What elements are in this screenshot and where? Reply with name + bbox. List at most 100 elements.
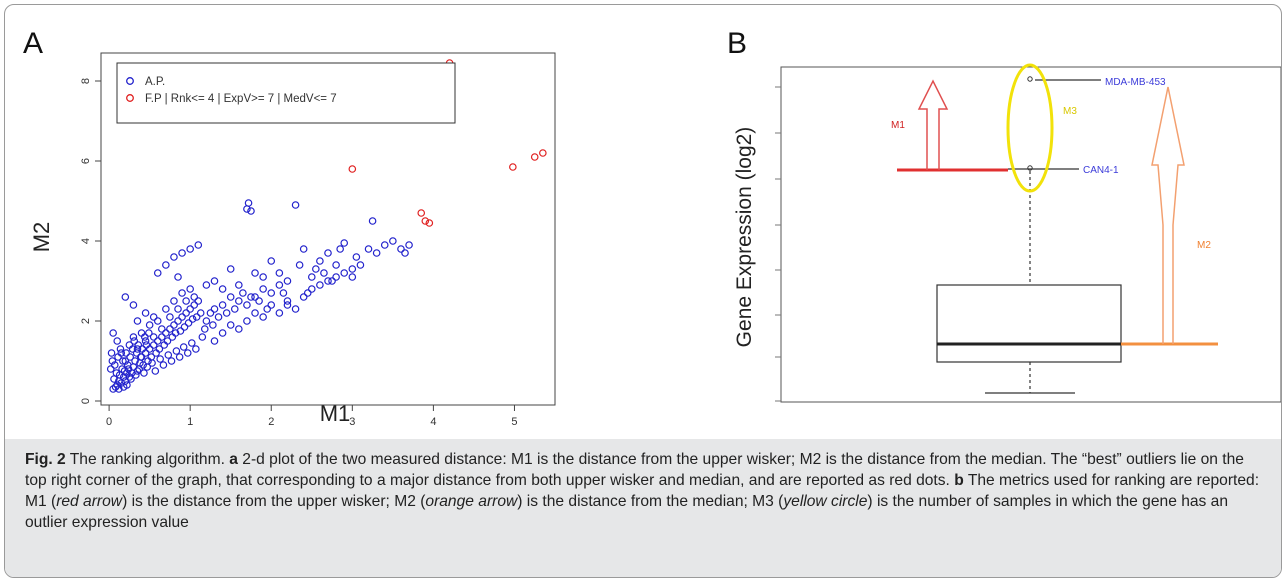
ap-point <box>133 345 142 353</box>
ap-point <box>113 337 122 345</box>
label-can4-1: CAN4-1 <box>1083 165 1119 176</box>
ap-point <box>123 381 131 389</box>
ap-point <box>188 339 196 347</box>
ap-point <box>263 305 271 313</box>
ap-point <box>226 321 235 329</box>
ap-point <box>149 313 158 321</box>
ap-point <box>178 289 186 297</box>
ap-point <box>180 323 189 331</box>
y-tick-label: 2 <box>80 318 92 324</box>
ap-point <box>283 301 292 309</box>
ap-point <box>209 321 217 329</box>
ap-point <box>186 285 194 293</box>
ap-point <box>226 265 235 273</box>
ap-point <box>291 305 300 313</box>
ap-point <box>113 381 122 389</box>
ap-point <box>230 305 239 313</box>
ap-point <box>107 349 116 357</box>
ap-point <box>192 345 200 353</box>
fp-point <box>425 219 434 227</box>
ap-point <box>202 281 211 289</box>
ap-point <box>186 245 194 253</box>
ap-point <box>218 301 227 309</box>
ap-point <box>167 357 176 365</box>
ap-point <box>140 369 148 377</box>
ap-point <box>171 329 180 337</box>
ap-point <box>243 317 251 325</box>
ap-point <box>158 325 166 333</box>
scatter-legend: A.P. F.P | Rnk<= 4 | ExpV>= 7 | MedV<= 7 <box>116 62 456 124</box>
ap-point <box>307 285 316 293</box>
caption-b-text-1: The metrics used for ranking are reporte… <box>25 472 1260 510</box>
ap-point <box>291 201 300 209</box>
fp-point <box>509 163 517 171</box>
ap-point <box>267 289 276 297</box>
caption-b-text-3: ) is the distance from the median; M3 ( <box>517 493 784 510</box>
figure-caption: Fig. 2 The ranking algorithm. a 2-d plot… <box>25 449 1265 533</box>
m3-circle <box>1006 63 1054 193</box>
ap-point <box>235 297 243 305</box>
ap-point <box>259 273 267 281</box>
ap-point <box>275 269 284 277</box>
y-tick-label: 6 <box>80 158 92 164</box>
ap-point <box>124 365 133 373</box>
ap-point <box>159 361 168 369</box>
ap-point <box>131 357 139 365</box>
ap-point <box>139 361 147 369</box>
ap-point <box>153 337 162 345</box>
ap-point <box>136 353 145 361</box>
ap-point <box>194 297 203 305</box>
ap-point <box>316 257 324 265</box>
ap-point <box>125 373 134 381</box>
ap-point <box>235 325 243 333</box>
ap-point <box>182 297 190 305</box>
caption-band: Fig. 2 The ranking algorithm. a 2-d plot… <box>5 439 1281 577</box>
ap-point <box>340 269 349 277</box>
ap-point <box>348 273 357 281</box>
ap-point <box>106 365 115 373</box>
ap-point <box>316 281 324 289</box>
ap-point <box>170 253 178 261</box>
ap-point <box>259 313 267 321</box>
ap-point <box>267 257 276 265</box>
ap-point <box>174 317 182 325</box>
legend-ap-label: A.P. <box>145 76 165 88</box>
caption-b-em-1: red arrow <box>56 493 123 510</box>
ap-point <box>210 277 219 285</box>
ap-point <box>368 217 377 225</box>
ap-point <box>170 321 178 329</box>
caption-fig-label: Fig. 2 <box>25 451 66 468</box>
ap-point <box>178 313 186 321</box>
ap-point <box>192 313 201 321</box>
ap-point <box>312 265 320 273</box>
fp-point <box>530 153 539 161</box>
ap-point <box>115 377 123 385</box>
caption-a-text: 2-d plot of the two measured distance: M… <box>25 451 1244 489</box>
caption-b-text-4: ) is the number of samples in which the … <box>25 493 1229 531</box>
ap-point <box>135 365 143 373</box>
ap-point <box>148 359 156 367</box>
x-tick-label: 5 <box>511 416 517 428</box>
ap-point <box>149 341 158 349</box>
x-tick-label: 2 <box>268 416 274 428</box>
ap-point <box>176 327 185 335</box>
box-plot: Gene Expression (log2) M1 CAN4-1 MDA-MB-… <box>733 63 1281 403</box>
ap-point <box>174 305 182 313</box>
ap-point <box>126 353 134 361</box>
ap-point <box>129 333 138 341</box>
ap-point <box>122 349 130 357</box>
ap-point <box>380 241 389 249</box>
x-tick-label: 4 <box>430 416 436 428</box>
ap-point <box>194 241 203 249</box>
ap-point <box>222 309 231 317</box>
ap-point <box>218 329 227 337</box>
ap-point <box>299 245 308 253</box>
caption-b-em-3: yellow circle <box>783 493 868 510</box>
caption-title: The ranking algorithm. <box>65 451 230 468</box>
ap-point <box>303 289 312 297</box>
ap-point <box>239 289 247 297</box>
ap-point <box>352 253 361 261</box>
m3-label: M3 <box>1063 106 1077 117</box>
ap-point <box>348 265 357 273</box>
ap-point <box>143 363 152 371</box>
